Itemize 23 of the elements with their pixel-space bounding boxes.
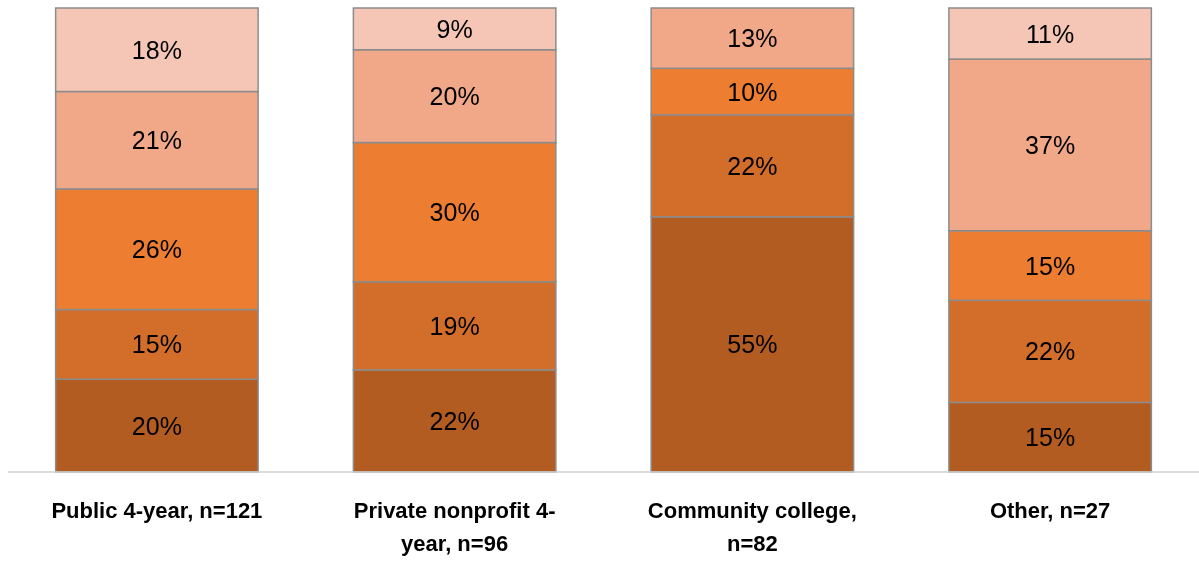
x-tick-label: Public 4-year, n=121 [51,498,263,523]
data-label: 55% [727,330,778,359]
data-label: 11% [1026,19,1075,48]
data-label: 37% [1025,130,1076,159]
data-label: 18% [131,35,182,64]
data-label: 19% [429,311,480,340]
data-label: 22% [429,406,480,435]
data-label: 22% [727,151,778,180]
data-label: 15% [131,330,182,359]
data-label: 20% [131,411,182,440]
data-label: 10% [727,77,778,106]
data-label: 26% [131,235,182,264]
data-label: 9% [436,14,473,43]
x-tick-label: Community college, n=82 [647,498,857,556]
data-label: 20% [429,82,480,111]
data-label: 30% [429,198,480,227]
data-label: 15% [1025,423,1076,452]
data-label: 15% [1025,251,1076,280]
data-label: 21% [131,126,182,155]
data-label: 22% [1025,337,1076,366]
x-tick-label: Private nonprofit 4-year, n=96 [353,498,556,556]
x-tick-label: Other, n=27 [989,498,1111,523]
data-label: 13% [727,24,778,53]
